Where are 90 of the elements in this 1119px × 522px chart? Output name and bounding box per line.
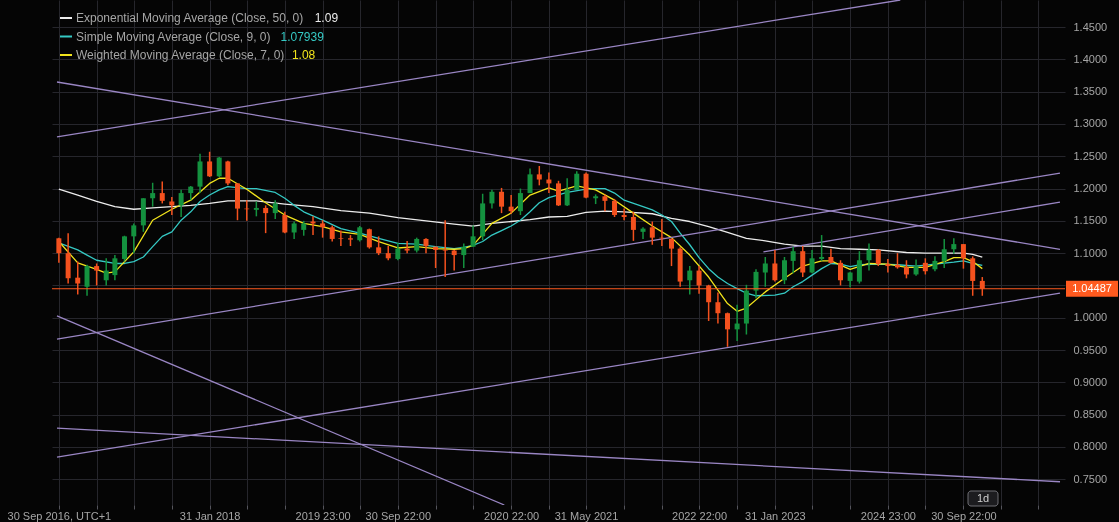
annotation: 1.08 — [291, 48, 316, 62]
candlestick — [574, 170, 580, 191]
annotation: 1.09 — [314, 11, 339, 25]
candlestick — [621, 207, 627, 221]
candlestick — [856, 250, 862, 285]
y-tick-label: 1.1500 — [1073, 214, 1108, 227]
candlestick — [169, 196, 175, 216]
x-tick-label: 2019 23:00 — [295, 509, 351, 522]
candlestick — [159, 180, 165, 205]
candlestick — [461, 242, 467, 269]
candlestick — [649, 220, 655, 246]
candlestick — [564, 177, 570, 207]
candlestick — [470, 224, 476, 248]
y-tick-label: 0.9500 — [1073, 343, 1108, 356]
candlestick — [790, 245, 796, 274]
candlestick — [819, 234, 825, 262]
x-tick-label: 30 Sep 22:00 — [365, 509, 432, 522]
candlestick — [489, 189, 495, 210]
legend-label: Exponential Moving Average (Close, 50, 0) — [76, 11, 304, 25]
candlestick — [56, 236, 62, 264]
candlestick — [442, 219, 448, 278]
candlestick — [838, 259, 844, 287]
candlestick — [556, 180, 561, 207]
x-tick-label: 2024 23:00 — [860, 509, 916, 522]
x-tick-label: 31 Jan 2023 — [745, 509, 806, 522]
y-tick-label: 1.2000 — [1073, 182, 1108, 195]
candlestick — [272, 199, 278, 220]
candlestick — [282, 211, 288, 234]
candlestick — [602, 193, 608, 212]
x-tick-label: 31 Jan 2018 — [179, 509, 241, 522]
candlestick — [517, 187, 523, 216]
candlestick — [772, 249, 778, 283]
x-tick-label: 2022 22:00 — [672, 509, 728, 522]
y-tick-label: 0.8000 — [1073, 440, 1108, 453]
candlestick — [94, 262, 100, 287]
line-series — [58, 185, 983, 297]
candlestick — [630, 211, 636, 242]
candlestick — [687, 265, 693, 296]
candlestick — [762, 256, 768, 288]
candlestick — [583, 171, 589, 199]
y-tick-label: 0.8500 — [1073, 408, 1108, 421]
candlestick — [338, 229, 344, 247]
x-tick-label: 30 Sep 22:00 — [931, 509, 997, 522]
candlestick — [103, 257, 109, 287]
candlestick — [640, 226, 646, 240]
candlestick — [527, 167, 533, 194]
y-tick-label: 1.0000 — [1073, 311, 1108, 324]
candlestick — [376, 235, 382, 256]
candlestick — [121, 234, 127, 263]
candlestick — [668, 237, 674, 267]
candlestick — [715, 291, 721, 325]
legend-label: Weighted Moving Average (Close, 7, 0) — [76, 48, 285, 62]
candlestick — [112, 254, 118, 282]
x-tick-label: 30 Sep 2016, UTC+1 — [7, 509, 112, 522]
candlestick — [178, 189, 184, 218]
annotation: 1d — [976, 492, 990, 504]
y-tick-label: 1.4500 — [1073, 20, 1108, 33]
candlestick — [536, 165, 542, 187]
x-tick-label: 31 May 2021 — [554, 509, 619, 522]
candlestick — [404, 240, 410, 254]
candlestick — [866, 242, 872, 272]
candlestick — [941, 238, 947, 269]
candlestick — [131, 222, 137, 254]
y-tick-label: 1.4000 — [1073, 52, 1108, 65]
annotation: 1.07939 — [280, 29, 325, 44]
candlestick — [84, 264, 90, 297]
y-tick-label: 1.3500 — [1073, 85, 1108, 98]
candlestick — [781, 256, 787, 285]
candlestick — [885, 258, 891, 274]
y-tick-label: 0.7500 — [1073, 472, 1108, 485]
candlestick — [216, 156, 222, 178]
candlestick — [207, 151, 213, 178]
candlestick — [612, 198, 618, 218]
candlestick — [150, 182, 156, 208]
y-tick-label: 1.1000 — [1073, 246, 1108, 259]
y-tick-label: 0.9000 — [1073, 375, 1108, 388]
candlestick — [903, 259, 909, 280]
candlestick — [800, 245, 806, 278]
candlestick — [960, 243, 966, 270]
legend-label: Simple Moving Average (Close, 9, 0) — [76, 29, 271, 44]
candlestick — [263, 204, 269, 234]
y-tick-label: 1.2500 — [1073, 149, 1108, 162]
x-tick-label: 2020 22:00 — [484, 509, 540, 522]
candlestick — [753, 268, 759, 300]
ref-line-label: 1.04487 — [1072, 281, 1112, 294]
y-tick-label: 1.3000 — [1073, 117, 1108, 130]
candlestick — [499, 187, 505, 214]
candlestick — [951, 237, 957, 255]
candlestick — [225, 160, 231, 187]
candlestick — [725, 311, 731, 348]
